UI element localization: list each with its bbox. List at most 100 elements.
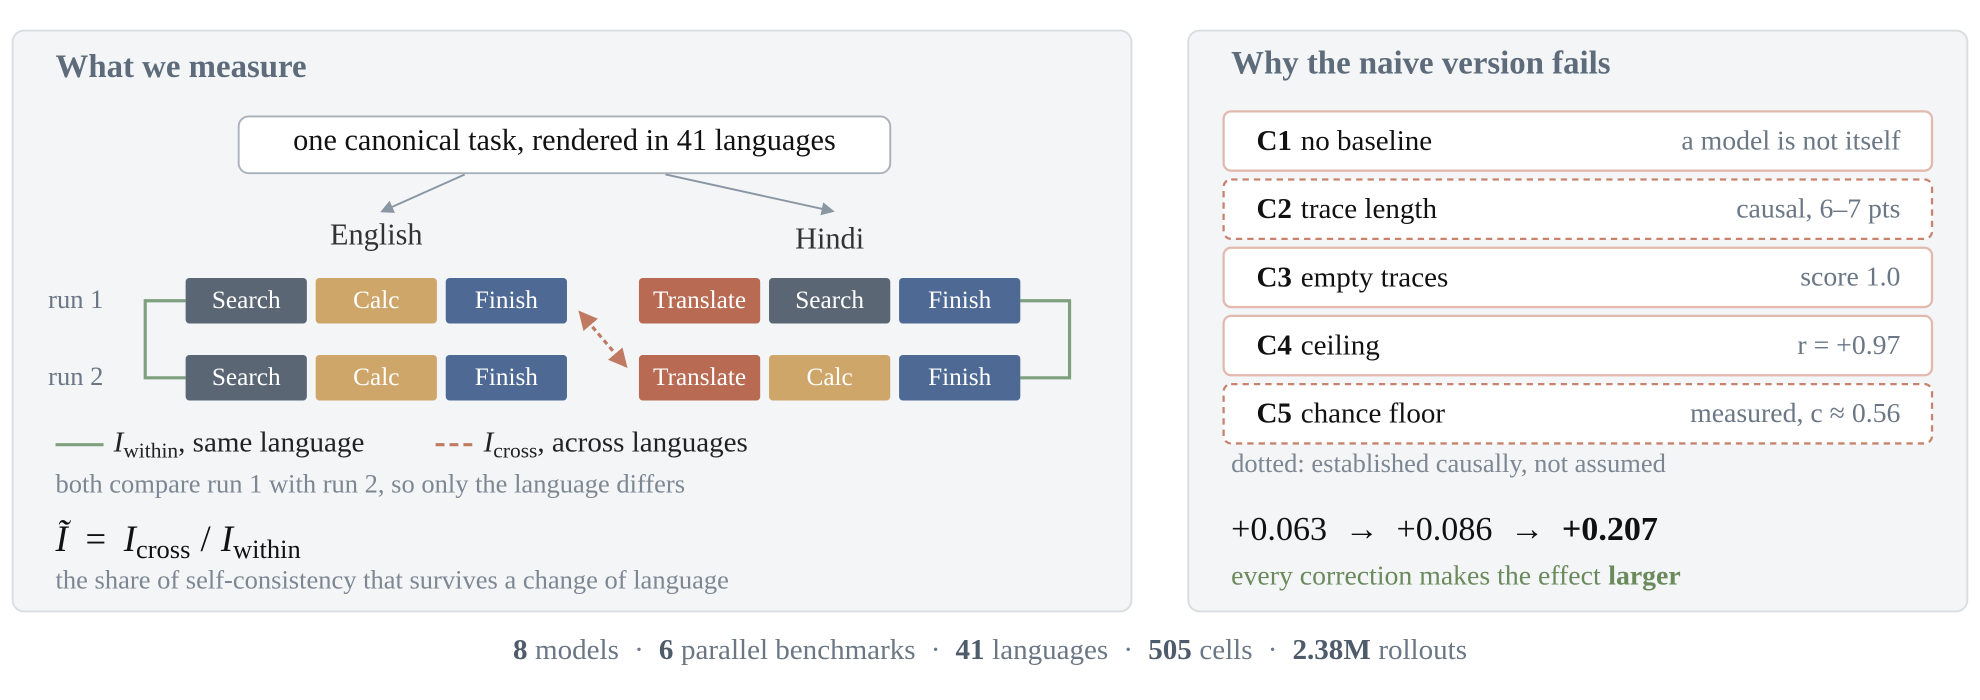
caption-emphasis: larger (1608, 561, 1680, 592)
right-note: dotted: established causally, not assume… (1231, 448, 1666, 478)
formula-lhs: Ĩ (55, 519, 72, 560)
legend-text: Iwithin, same language (113, 426, 365, 462)
formula-caption: the share of self-consistency that survi… (56, 564, 729, 594)
caveat-label: C1 no baseline (1256, 125, 1432, 157)
step-box (769, 355, 891, 401)
caveat-id: C2 (1256, 193, 1291, 225)
footer-separator: · (931, 633, 941, 665)
step-label: Finish (928, 363, 992, 391)
step-label: Finish (475, 286, 539, 314)
footer: 8 models · 6 parallel benchmarks · 41 languages… (513, 633, 1467, 665)
left-note: both compare run 1 with run 2, so only t… (56, 468, 685, 498)
progression-arrow: → (1345, 511, 1379, 548)
legend-symbol: I (113, 426, 125, 458)
footer-separator: · (1123, 633, 1133, 665)
caveat-box (1222, 382, 1934, 445)
caveat-id: C4 (1256, 329, 1291, 361)
progression-value: +0.086 (1397, 511, 1493, 548)
step-box (769, 278, 891, 324)
step-label: Search (212, 286, 281, 314)
footer-separator: · (634, 633, 644, 665)
step-label: Translate (653, 286, 746, 314)
step-label: Calc (806, 363, 852, 391)
formula: Ĩ = Icross / Iwithin (55, 519, 301, 565)
formula-den: I (220, 519, 235, 560)
language-label: Hindi (795, 221, 864, 255)
step-label: Finish (928, 286, 992, 314)
caveat-label: C5 chance floor (1256, 397, 1445, 429)
step-box (315, 278, 437, 324)
legend-label: , across languages (537, 426, 747, 458)
caveat-detail: r = +0.97 (1797, 330, 1900, 361)
caveat-box (1222, 246, 1934, 309)
step-box (899, 278, 1021, 324)
right-title: Why the naive version fails (1231, 45, 1610, 81)
caveat-name: chance floor (1301, 397, 1446, 429)
progression-value: +0.207 (1562, 511, 1658, 548)
formula-eq: = (85, 519, 106, 560)
step-box (638, 278, 761, 324)
legend-symbol: I (483, 426, 495, 458)
legend-text: Icross, across languages (483, 426, 748, 462)
caveat-name: empty traces (1301, 261, 1449, 293)
caveat-label: C3 empty traces (1256, 261, 1448, 293)
caveat-label: C4 ceiling (1256, 329, 1379, 361)
left-title: What we measure (56, 49, 307, 85)
step-box (445, 278, 567, 324)
caveat-id: C5 (1256, 397, 1291, 429)
caveat-detail: score 1.0 (1800, 262, 1900, 293)
legend-subscript: within (123, 438, 178, 462)
task-text: one canonical task, rendered in 41 langu… (293, 123, 836, 157)
legend-subscript: cross (493, 438, 537, 462)
within-bracket (1020, 299, 1072, 380)
cross-arrow (578, 310, 628, 369)
step-box (638, 355, 761, 401)
step-label: Calc (353, 363, 399, 391)
run-label: run 1 (48, 284, 103, 314)
run-label: run 2 (48, 361, 103, 391)
left-panel (11, 29, 1133, 613)
caveat-name: no baseline (1301, 125, 1432, 157)
step-box (899, 355, 1021, 401)
formula-num-sub: cross (136, 534, 190, 564)
step-label: Calc (353, 286, 399, 314)
legend-label: , same language (178, 426, 364, 458)
step-box (185, 278, 307, 324)
caveat-name: ceiling (1301, 329, 1380, 361)
footer-separator: · (1268, 633, 1278, 665)
formula-op: / (201, 519, 212, 560)
step-label: Search (212, 363, 281, 391)
caveat-name: trace length (1301, 193, 1438, 225)
caveat-label: C2 trace length (1256, 193, 1437, 225)
caption-text: every correction makes the effect (1231, 561, 1601, 592)
progression-arrow: → (1510, 511, 1544, 548)
step-label: Search (795, 286, 864, 314)
step-label: Finish (475, 363, 539, 391)
caveat-id: C3 (1256, 261, 1291, 293)
formula-num: I (123, 519, 138, 560)
caveat-detail: a model is not itself (1681, 125, 1901, 156)
within-bracket (143, 299, 186, 380)
progression: +0.063 → +0.086 → +0.207 (1231, 511, 1658, 548)
progression-value: +0.063 (1231, 511, 1327, 548)
step-box (185, 355, 307, 401)
task-box (237, 115, 892, 175)
language-label: English (330, 218, 423, 252)
progression-caption: every correction makes the effect larger (1231, 561, 1681, 592)
stat-value: 8 (513, 633, 528, 665)
step-box (315, 355, 437, 401)
caveat-detail: causal, 6–7 pts (1736, 193, 1900, 224)
caveat-box (1222, 178, 1934, 241)
stat-label: cells (1199, 633, 1252, 665)
step-box (445, 355, 567, 401)
arrow (665, 173, 835, 216)
formula-den-sub: within (233, 534, 301, 564)
caveat-detail: measured, c ≈ 0.56 (1690, 398, 1900, 429)
stat-value: 6 (659, 633, 674, 665)
step-label: Translate (653, 363, 746, 391)
stat-label: rollouts (1378, 633, 1467, 665)
caveat-box (1222, 110, 1934, 172)
caveat-id: C1 (1256, 125, 1291, 157)
stat-label: parallel benchmarks (681, 633, 916, 665)
